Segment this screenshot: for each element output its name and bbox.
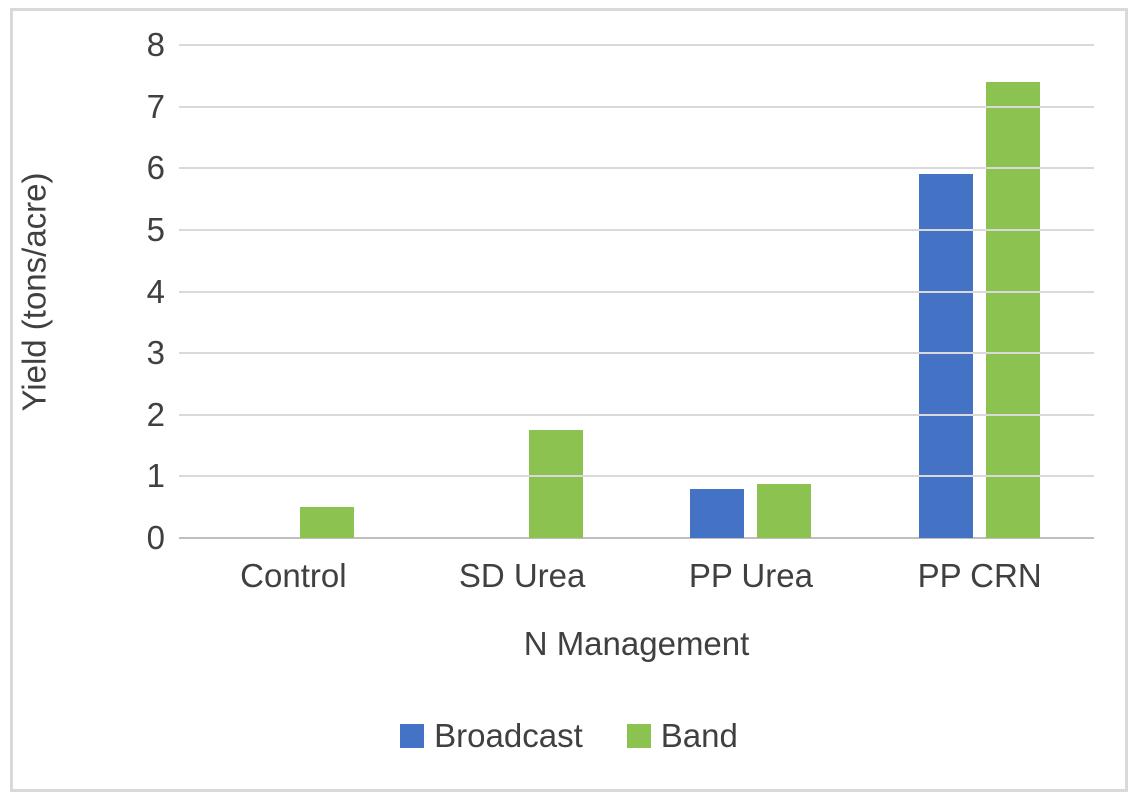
x-tick-label-sd-urea: SD Urea (458, 557, 586, 594)
bar-band-control (299, 507, 354, 538)
y-tick-label-1: 1 (146, 457, 165, 495)
x-tick-label-pp-urea: PP Urea (688, 557, 813, 594)
legend-item-broadcast: Broadcast (400, 717, 583, 755)
x-tick-label-pp-crn: PP CRN (917, 557, 1042, 594)
gridline-y-6 (179, 167, 1094, 170)
bar-groups (179, 45, 1094, 538)
x-axis-tick-labels: Control SD Urea PP Urea PP CRN (179, 557, 1094, 595)
y-tick-label-0: 0 (146, 519, 165, 556)
y-tick-label-4: 4 (146, 272, 165, 310)
gridline-y-8 (179, 44, 1094, 46)
bar-group-control (179, 45, 408, 538)
x-axis-title: N Management (523, 625, 750, 662)
bar-broadcast-pp-urea (690, 488, 745, 538)
gridline-y-7 (179, 105, 1094, 108)
bar-broadcast-pp-crn (919, 174, 974, 538)
y-tick-label-8: 8 (146, 26, 165, 63)
bar-group-sd-urea (408, 45, 637, 538)
bar-group-pp-urea (637, 45, 866, 538)
y-tick-label-2: 2 (146, 395, 165, 433)
legend-swatch-broadcast (400, 724, 425, 748)
legend-label-broadcast: Broadcast (434, 717, 583, 754)
y-tick-label-6: 6 (146, 149, 165, 187)
bar-group-pp-crn (865, 45, 1094, 538)
x-axis-line (179, 537, 1094, 539)
gridline-y-2 (179, 413, 1094, 416)
gridline-y-1 (179, 475, 1094, 478)
y-axis-title-text: Yield (tons/acre) (16, 171, 54, 412)
bar-band-pp-crn (986, 81, 1041, 538)
bar-band-sd-urea (528, 430, 583, 538)
y-tick-label-5: 5 (146, 210, 165, 248)
legend-item-band: Band (626, 717, 738, 755)
x-tick-label-control: Control (240, 557, 347, 594)
chart-frame: Yield (tons/acre) Control SD Urea PP Urea P… (10, 8, 1128, 792)
y-tick-label-7: 7 (146, 87, 165, 125)
y-tick-label-3: 3 (146, 334, 165, 372)
gridline-y-5 (179, 228, 1094, 231)
legend: Broadcast Band (13, 717, 1125, 755)
y-axis-title: Yield (tons/acre) (5, 45, 65, 538)
gridline-y-3 (179, 352, 1094, 355)
plot-area (179, 44, 1094, 539)
legend-swatch-band (626, 724, 651, 748)
legend-label-band: Band (660, 717, 738, 754)
bar-band-pp-urea (757, 484, 812, 538)
gridline-y-4 (179, 290, 1094, 293)
